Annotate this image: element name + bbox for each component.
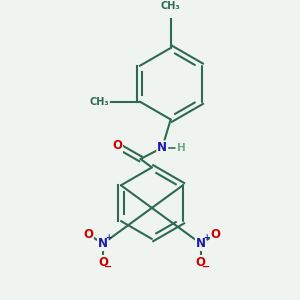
Text: O: O xyxy=(112,139,122,152)
Text: N: N xyxy=(196,237,206,250)
Text: N: N xyxy=(157,141,167,154)
Text: O: O xyxy=(83,228,93,241)
Text: O: O xyxy=(98,256,108,269)
Text: +: + xyxy=(203,232,209,242)
Text: H: H xyxy=(177,143,185,153)
Text: O: O xyxy=(196,256,206,269)
Text: CH₃: CH₃ xyxy=(89,97,109,106)
Text: −: − xyxy=(104,262,112,272)
Text: N: N xyxy=(98,237,108,250)
Text: −: − xyxy=(202,262,210,272)
Text: CH₃: CH₃ xyxy=(161,1,181,11)
Text: +: + xyxy=(105,232,111,242)
Text: O: O xyxy=(211,228,221,241)
